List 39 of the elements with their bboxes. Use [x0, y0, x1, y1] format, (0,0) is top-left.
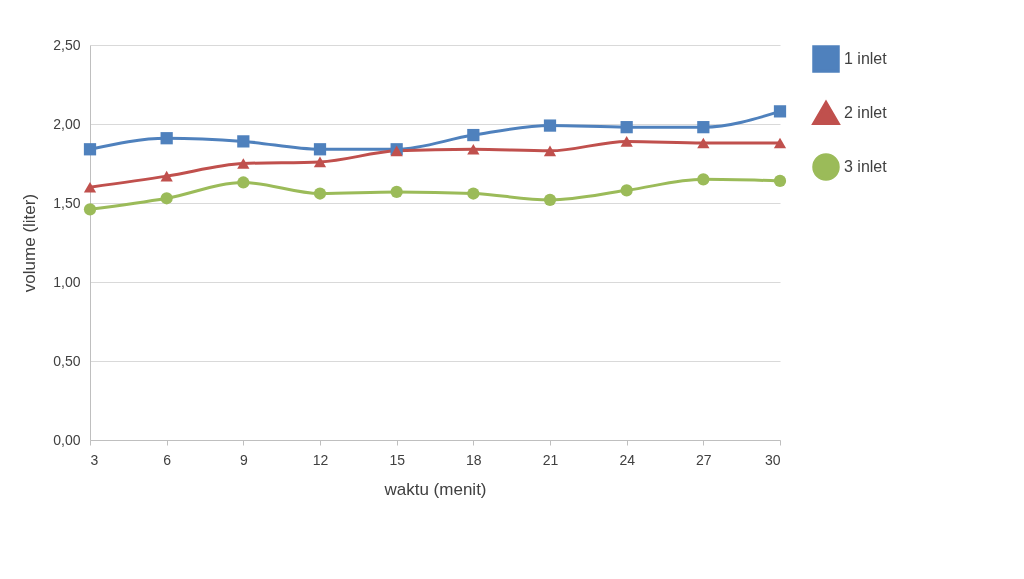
- x-tick-label: 15: [389, 451, 406, 468]
- point: [83, 143, 97, 156]
- x-tick-label: 12: [312, 451, 329, 468]
- point: [83, 181, 97, 193]
- legend-label: 1 inlet: [844, 50, 888, 67]
- x-tick-label: 24: [619, 451, 636, 468]
- y-tick-label: 0,50: [53, 352, 81, 369]
- legend-label: 2 inlet: [844, 104, 888, 121]
- point: [313, 143, 327, 156]
- point: [543, 145, 557, 157]
- point: [83, 203, 97, 216]
- x-tick-label: 30: [764, 451, 781, 468]
- x-tick-label: 21: [542, 451, 559, 468]
- point: [160, 192, 173, 205]
- y-tick-label: 1,50: [53, 194, 81, 211]
- y-axis-title: volume (liter): [20, 193, 40, 293]
- point: [773, 137, 787, 149]
- point: [697, 121, 710, 134]
- x-tick-label: 27: [696, 451, 712, 468]
- point: [390, 185, 403, 199]
- x-tick-label: 18: [466, 451, 482, 468]
- point: [620, 121, 633, 134]
- x-tick-label: 3: [90, 451, 99, 468]
- y-tick-label: 2,50: [53, 36, 81, 53]
- point: [467, 128, 480, 142]
- point: [543, 119, 557, 132]
- point: [313, 187, 327, 200]
- y-tick-label: 2,00: [53, 115, 81, 132]
- x-tick-label: 6: [163, 451, 172, 468]
- point: [313, 156, 327, 168]
- x-tick-label: 9: [239, 451, 248, 468]
- legend-label: 3 inlet: [844, 158, 888, 175]
- x-axis-title: waktu (menit): [383, 479, 487, 499]
- point: [773, 174, 787, 187]
- point: [543, 193, 557, 206]
- point: [160, 132, 173, 145]
- y-tick-label: 0,00: [53, 431, 81, 448]
- point: [773, 105, 787, 118]
- y-tick-label: 1,00: [53, 273, 81, 290]
